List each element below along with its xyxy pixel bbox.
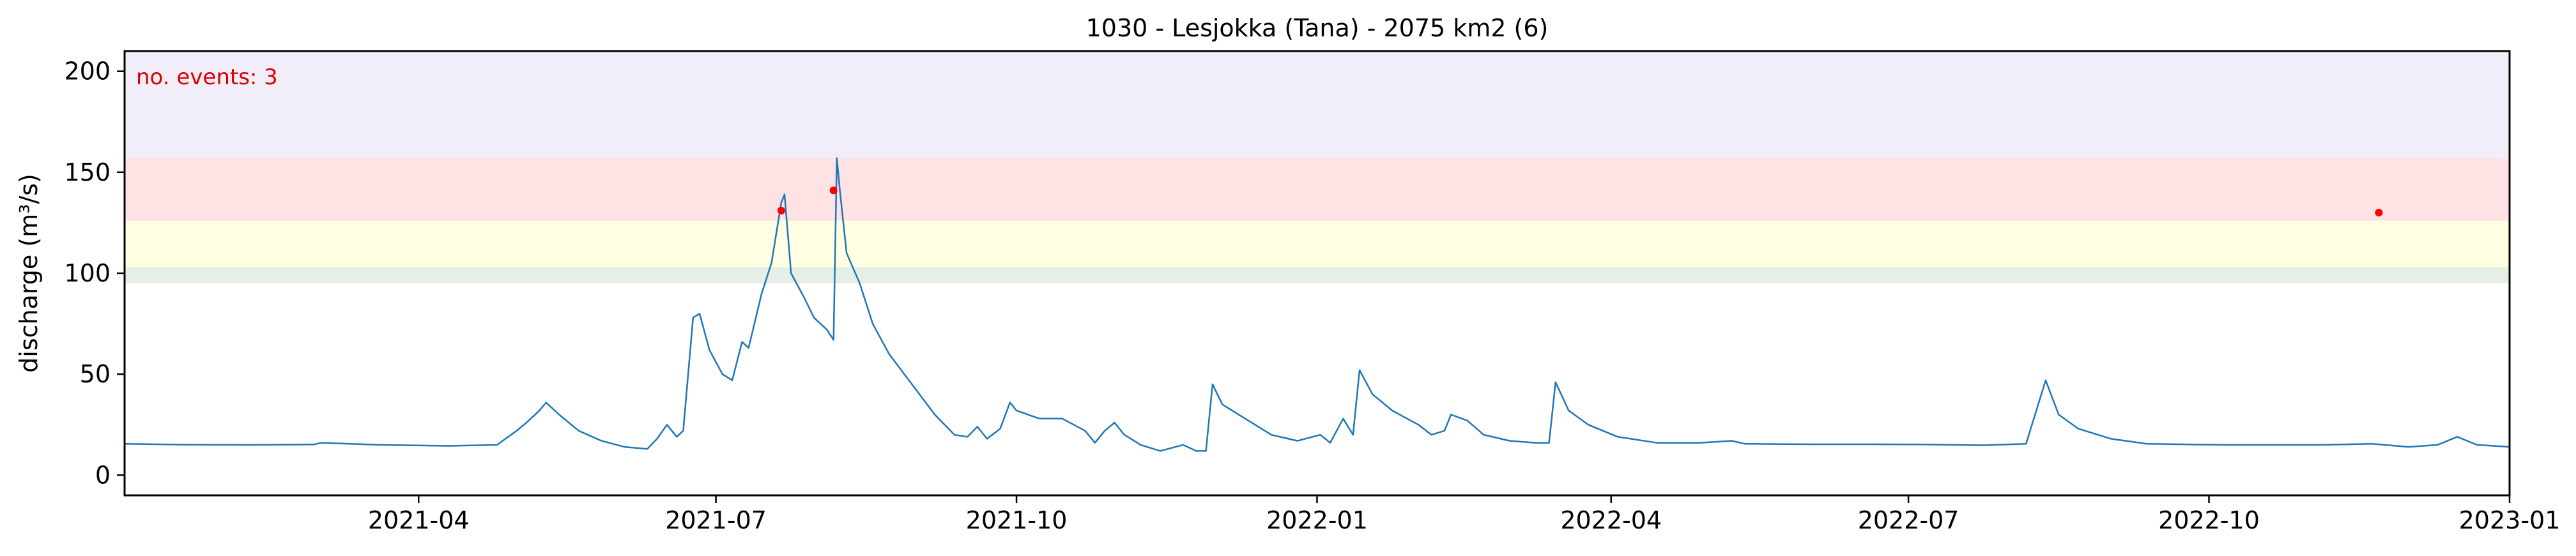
threshold-band-4 [125, 51, 2510, 158]
events-annotation: no. events: 3 [136, 64, 278, 90]
event-point-3 [2375, 209, 2383, 217]
y-tick-label: 150 [64, 158, 111, 186]
x-axis: 2021-04 2021-07 2021-10 2022-01 2022-04 2022-… [368, 495, 2561, 534]
event-markers [777, 186, 2383, 217]
x-tick-label: 2022-10 [2158, 506, 2260, 534]
threshold-bands [125, 51, 2510, 283]
x-tick-label: 2021-04 [368, 506, 470, 534]
x-tick-label: 2022-01 [1266, 506, 1368, 534]
y-tick-label: 200 [64, 57, 111, 86]
threshold-band-2 [125, 220, 2510, 267]
y-axis-label: discharge (m³/s) [15, 174, 43, 373]
x-tick-label: 2023-01 [2459, 506, 2561, 534]
threshold-band-1 [125, 267, 2510, 283]
x-tick-label: 2022-04 [1560, 506, 1662, 534]
y-tick-label: 0 [95, 461, 111, 489]
series-layer [124, 157, 2510, 452]
y-axis: 0 50 100 150 200 [64, 57, 125, 489]
y-tick-label: 50 [80, 360, 111, 388]
y-tick-label: 100 [64, 259, 111, 287]
event-point-1 [777, 206, 785, 214]
x-tick-label: 2021-10 [966, 506, 1068, 534]
x-tick-label: 2022-07 [1858, 506, 1959, 534]
series-line-1 [124, 157, 2510, 452]
chart-title: 1030 - Lesjokka (Tana) - 2075 km2 (6) [1086, 14, 1549, 42]
threshold-band-3 [125, 158, 2510, 221]
event-point-2 [829, 186, 838, 195]
x-tick-label: 2021-07 [665, 506, 767, 534]
